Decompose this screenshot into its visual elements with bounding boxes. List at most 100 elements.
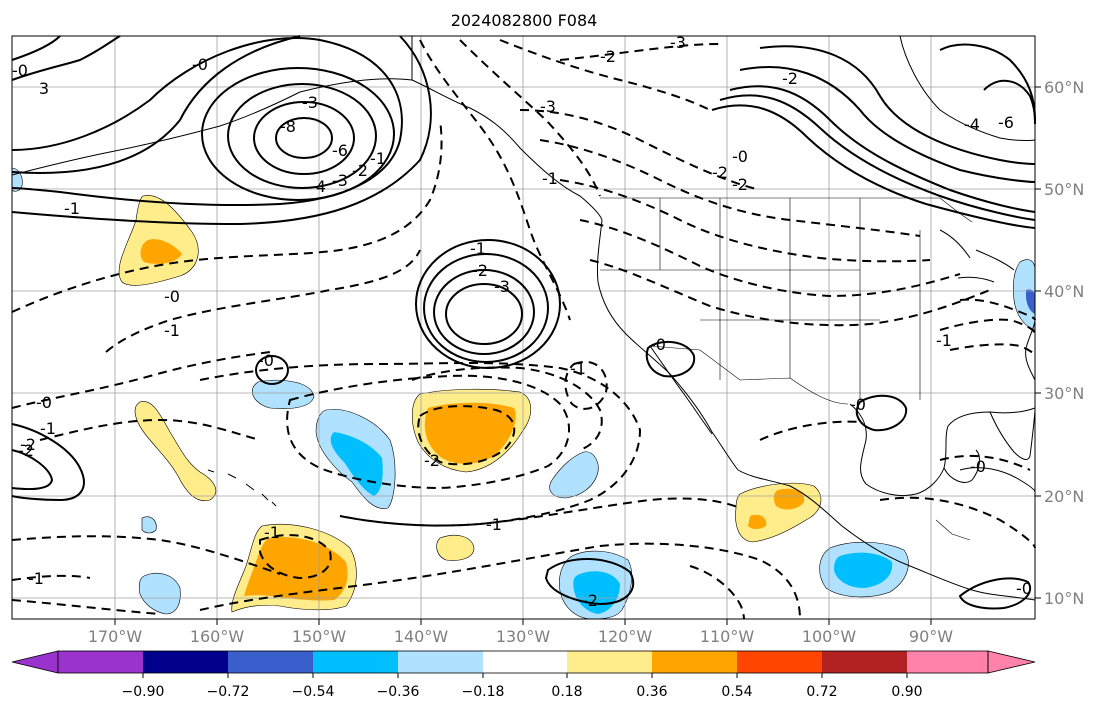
contour-neg-23 <box>11 599 161 615</box>
colorbar-tick-label: 0.18 <box>551 684 582 700</box>
lat-tick-label: 40°N <box>1044 282 1084 301</box>
coastline-yucatan <box>943 449 980 483</box>
contour-small-high-hawaii <box>255 355 289 385</box>
contour-label: -1 <box>486 515 502 534</box>
coastline-gulf-of-mexico <box>849 403 1036 497</box>
contour-west-edge-2 <box>11 35 61 61</box>
contour-neg-18 <box>286 374 570 490</box>
contour-neg-27 <box>689 565 745 620</box>
contour-neg-12 <box>589 259 991 327</box>
contour-aleutian-high-6 <box>11 35 432 226</box>
coastline-us-west <box>597 219 739 471</box>
contour-neg-20 <box>39 418 261 441</box>
colorbar-border <box>57 650 989 674</box>
contour-caribbean-high <box>958 577 1032 610</box>
contour-label: -1 <box>164 321 180 340</box>
contour-label: -2 <box>600 47 616 66</box>
great-lakes <box>939 229 1015 283</box>
longitude-ticks <box>114 619 932 625</box>
contour-ne-canada-4 <box>739 66 1036 183</box>
contour-aleutian-high-1 <box>275 117 333 159</box>
shade-positive-ne-pacific-core <box>140 239 182 264</box>
contour-label: -2 <box>352 161 368 180</box>
contour-label: -0 <box>164 287 180 306</box>
contour-aleutian-high-5 <box>11 37 403 207</box>
shade-positive-southwest-core <box>244 537 348 601</box>
colorbar-ticks <box>142 673 908 678</box>
contour-label: -2 <box>782 69 798 88</box>
lon-tick-label: 120°W <box>598 627 653 646</box>
map-title: 2024082800 F084 <box>451 11 598 30</box>
lon-tick-label: 150°W <box>292 627 347 646</box>
lon-tick-label: 160°W <box>190 627 245 646</box>
map-panel: -0 3 -3 -2 -3 -8 -6 -4 -3 -2 -1 -3 -1 -0… <box>11 33 1036 620</box>
contour-label: -1 <box>264 523 280 542</box>
lon-tick-label: 100°W <box>802 627 857 646</box>
colorbar-tick-label: 0.36 <box>636 684 667 700</box>
contour-label: -6 <box>998 113 1014 132</box>
contour-label: -6 <box>332 141 348 160</box>
contours-positive <box>11 35 1036 610</box>
colorbar-tick-label: −0.90 <box>122 684 165 700</box>
contour-neg-22 <box>11 574 91 581</box>
contour-label: -0 <box>732 147 748 166</box>
colorbar-segment <box>567 651 652 673</box>
contour-neg-2 <box>105 249 421 353</box>
lon-tick-label: 90°W <box>909 627 953 646</box>
contour-neg-24 <box>259 534 332 580</box>
contour-neg-29 <box>759 420 861 441</box>
contour-neg-17 <box>417 405 516 466</box>
coastline-florida <box>989 409 1036 460</box>
colorbar-tick-label: −0.54 <box>292 684 335 700</box>
colorbar-segment <box>398 651 483 673</box>
border-mexico-central-america <box>935 519 971 541</box>
contour-west-low-lat-2 <box>11 449 54 490</box>
map-frame-background <box>12 36 1035 619</box>
contour-neg-19 <box>199 362 642 527</box>
contour-label: -4 <box>310 177 326 196</box>
contour-label: -4 <box>964 115 980 134</box>
contour-label: -1 <box>370 149 386 168</box>
contour-neg-9 <box>539 139 921 237</box>
lat-tick-label: 20°N <box>1044 487 1084 506</box>
shade-negative-west-1 <box>252 379 315 409</box>
contour-label: -1 <box>570 359 586 378</box>
contour-label: -1 <box>64 199 80 218</box>
contour-neg-21 <box>11 535 281 575</box>
contour-label: -2 <box>712 163 728 182</box>
contour-label: -0 <box>650 335 666 354</box>
contour-label: -2 <box>424 451 440 470</box>
colorbar-labels: −0.90 −0.72 −0.54 −0.36 −0.18 0.18 0.36 … <box>122 684 923 700</box>
lat-tick-label: 30°N <box>1044 384 1084 403</box>
lon-tick-label: 140°W <box>394 627 449 646</box>
contour-label: 3 <box>39 79 49 98</box>
shade-negative-southwest-corner <box>138 573 181 615</box>
colorbar-tick-label: 0.90 <box>891 684 922 700</box>
shade-negative-west-2-core <box>330 432 383 496</box>
contour-west-edge <box>11 35 121 81</box>
contour-south-central-high <box>544 558 635 606</box>
contour-aleutian-high-4 <box>201 67 395 201</box>
contour-neg-26 <box>339 497 741 527</box>
contour-central-high-1 <box>445 283 523 345</box>
colorbar-segment <box>58 651 143 673</box>
shade-positive-central-pacific-core <box>424 402 516 464</box>
colorbar-tick-label: −0.72 <box>207 684 250 700</box>
lat-tick-label: 50°N <box>1044 180 1084 199</box>
contour-neg-28 <box>959 298 1036 321</box>
contour-neg-30 <box>939 454 1031 471</box>
coastline-cuba <box>959 467 1036 493</box>
colorbar-segment <box>737 651 822 673</box>
hawaii-islands <box>207 469 277 507</box>
contour-label: -1 <box>542 169 558 188</box>
contour-label: -3 <box>670 33 686 52</box>
contour-label: -0 <box>12 61 28 80</box>
contour-neg-25 <box>199 542 801 620</box>
contour-label: -0 <box>36 393 52 412</box>
coastlines <box>11 35 1036 601</box>
shade-positive-mexico-coast-core-2 <box>748 514 767 529</box>
shade-negative-central-america-offshore-core <box>834 552 893 588</box>
colorbar-tick-label: −0.36 <box>377 684 420 700</box>
contour-label: -0 <box>850 395 866 414</box>
colorbar-tick-label: 0.54 <box>721 684 752 700</box>
